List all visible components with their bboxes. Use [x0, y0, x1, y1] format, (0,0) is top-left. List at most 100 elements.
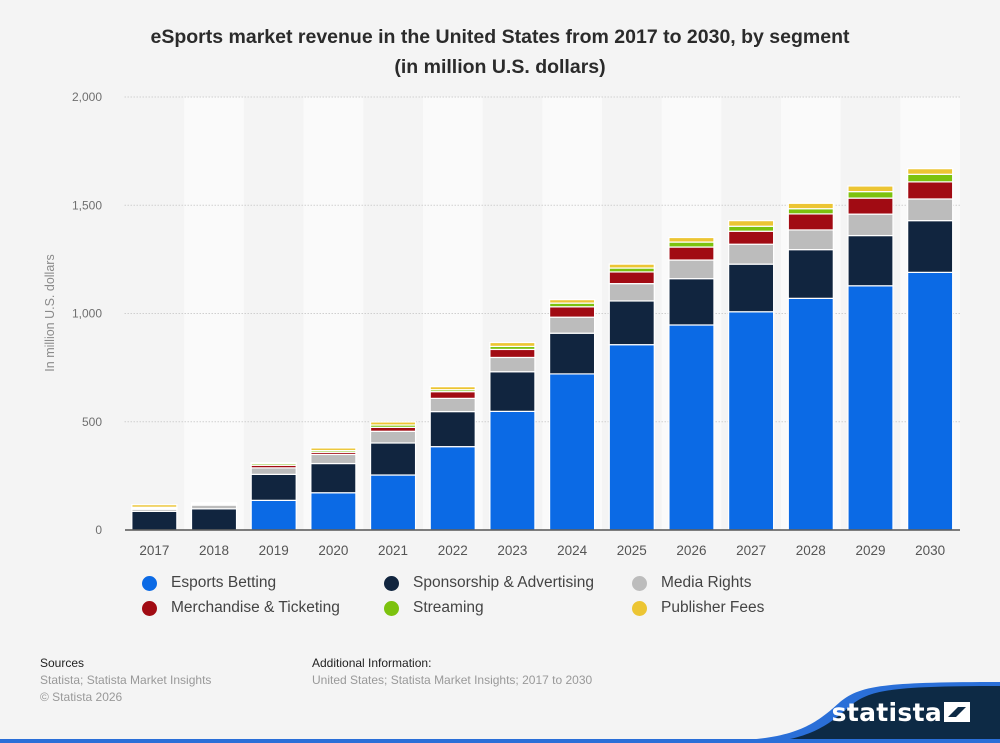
bar-segment-publisher-fees[interactable] [369, 421, 417, 426]
y-tick-label: 2,000 [72, 90, 102, 104]
bar-segment-sponsorship-advertising[interactable] [668, 278, 715, 326]
statista-wordmark: statista [831, 698, 942, 727]
bar-segment-sponsorship-advertising[interactable] [369, 442, 417, 476]
bar-segment-esports-betting[interactable] [787, 297, 834, 531]
x-tick-label: 2019 [259, 543, 289, 558]
bar-segment-media-rights[interactable] [787, 229, 834, 251]
bar-stack-2026 [668, 236, 715, 531]
bar-segment-streaming[interactable] [907, 173, 954, 183]
bar-segment-publisher-fees[interactable] [310, 447, 357, 452]
bar-segment-media-rights[interactable] [548, 316, 596, 334]
bar-segment-esports-betting[interactable] [429, 446, 476, 531]
bar-segment-sponsorship-advertising[interactable] [608, 300, 655, 346]
bar-segment-esports-betting[interactable] [847, 285, 894, 531]
bar-segment-sponsorship-advertising[interactable] [847, 234, 894, 287]
bar-segment-sponsorship-advertising[interactable] [310, 462, 357, 494]
bar-segment-publisher-fees[interactable] [668, 236, 715, 243]
bar-segment-sponsorship-advertising[interactable] [728, 263, 775, 313]
bar-segment-publisher-fees[interactable] [548, 299, 596, 304]
bar-stack-2017 [131, 504, 178, 531]
bar-segment-sponsorship-advertising[interactable] [787, 249, 834, 299]
bar-segment-sponsorship-advertising[interactable] [548, 332, 596, 375]
bar-segment-media-rights[interactable] [668, 259, 715, 280]
bar-segment-publisher-fees[interactable] [728, 220, 775, 227]
bar-segment-media-rights[interactable] [847, 213, 894, 237]
bar-segment-esports-betting[interactable] [608, 344, 655, 531]
y-tick-label: 500 [82, 415, 102, 429]
bar-segment-streaming[interactable] [668, 241, 715, 248]
bar-segment-sponsorship-advertising[interactable] [907, 220, 954, 273]
legend-item-sponsorship-advertising[interactable]: Sponsorship & Advertising [384, 572, 594, 594]
bar-segment-media-rights[interactable] [250, 467, 297, 475]
bar-segment-media-rights[interactable] [728, 243, 775, 265]
bar-segment-merchandise-ticketing[interactable] [429, 391, 476, 399]
legend-item-publisher-fees[interactable]: Publisher Fees [632, 597, 764, 619]
bar-segment-merchandise-ticketing[interactable] [608, 271, 655, 285]
bar-stack-2030 [907, 168, 954, 531]
bar-segment-merchandise-ticketing[interactable] [668, 246, 715, 261]
bar-segment-merchandise-ticketing[interactable] [847, 197, 894, 215]
bar-segment-streaming[interactable] [728, 225, 775, 232]
bar-segment-sponsorship-advertising[interactable] [489, 371, 536, 412]
legend-item-merchandise-ticketing[interactable]: Merchandise & Ticketing [142, 597, 340, 619]
y-tick-label: 1,500 [72, 198, 102, 212]
x-tick-label: 2020 [318, 543, 348, 558]
bar-segment-esports-betting[interactable] [250, 499, 297, 531]
bar-segment-publisher-fees[interactable] [250, 462, 297, 465]
bar-segment-publisher-fees[interactable] [787, 202, 834, 210]
bar-segment-streaming[interactable] [787, 208, 834, 215]
bar-segment-media-rights[interactable] [369, 430, 417, 444]
bar-segment-publisher-fees[interactable] [847, 185, 894, 193]
bar-segment-media-rights[interactable] [310, 453, 357, 465]
bar-segment-esports-betting[interactable] [907, 271, 954, 531]
legend-marker-icon [142, 600, 157, 616]
bar-segment-publisher-fees[interactable] [489, 341, 536, 348]
bar-segment-media-rights[interactable] [608, 283, 655, 302]
legend-item-streaming[interactable]: Streaming [384, 597, 484, 619]
legend-label: Esports Betting [171, 574, 277, 591]
bar-segment-publisher-fees[interactable] [907, 168, 954, 175]
bar-segment-sponsorship-advertising[interactable] [429, 410, 476, 448]
bar-stack-2022 [429, 386, 476, 531]
y-axis-label: In million U.S. dollars [43, 254, 57, 371]
bar-segment-merchandise-ticketing[interactable] [907, 181, 954, 200]
bar-segment-sponsorship-advertising[interactable] [190, 508, 238, 531]
statista-logo-icon [944, 702, 970, 722]
x-tick-label: 2017 [139, 543, 169, 558]
bar-segment-esports-betting[interactable] [489, 410, 536, 531]
bar-segment-merchandise-ticketing[interactable] [489, 348, 536, 359]
brand-swoosh [740, 682, 1000, 743]
bar-stack-2029 [847, 185, 894, 531]
sources-text[interactable]: Statista; Statista Market Insights [40, 673, 212, 687]
statista-brand[interactable]: statista [780, 683, 1000, 739]
bar-segment-publisher-fees[interactable] [429, 386, 476, 391]
bar-segment-streaming[interactable] [847, 191, 894, 199]
bar-segment-sponsorship-advertising[interactable] [250, 473, 297, 501]
legend-marker-icon [632, 575, 647, 591]
bar-segment-merchandise-ticketing[interactable] [787, 213, 834, 231]
bar-segment-sponsorship-advertising[interactable] [131, 510, 178, 531]
legend-marker-icon [384, 575, 399, 591]
bar-stack-2021 [369, 421, 417, 531]
bar-segment-merchandise-ticketing[interactable] [728, 230, 775, 245]
legend-label: Media Rights [661, 574, 752, 591]
bar-segment-esports-betting[interactable] [369, 474, 417, 531]
bar-segment-esports-betting[interactable] [310, 492, 357, 531]
legend-item-esports-betting[interactable]: Esports Betting [142, 572, 276, 594]
legend-item-media-rights[interactable]: Media Rights [632, 572, 751, 594]
bar-segment-publisher-fees[interactable] [608, 263, 655, 269]
bar-segment-publisher-fees[interactable] [131, 504, 178, 508]
bar-segment-media-rights[interactable] [489, 356, 536, 373]
x-tick-label: 2030 [915, 543, 945, 558]
bar-segment-esports-betting[interactable] [728, 311, 775, 531]
additional-info-heading: Additional Information: [312, 656, 432, 670]
bar-segment-media-rights[interactable] [907, 198, 954, 222]
bar-segment-publisher-fees[interactable] [190, 502, 238, 504]
bar-segment-media-rights[interactable] [429, 397, 476, 413]
chart-title: eSports market revenue in the United Sta… [0, 22, 1000, 82]
x-tick-label: 2027 [736, 543, 766, 558]
bar-segment-esports-betting[interactable] [548, 373, 596, 531]
bar-segment-merchandise-ticketing[interactable] [548, 306, 596, 318]
bar-segment-esports-betting[interactable] [668, 324, 715, 531]
additional-info-text: United States; Statista Market Insights;… [312, 673, 593, 687]
